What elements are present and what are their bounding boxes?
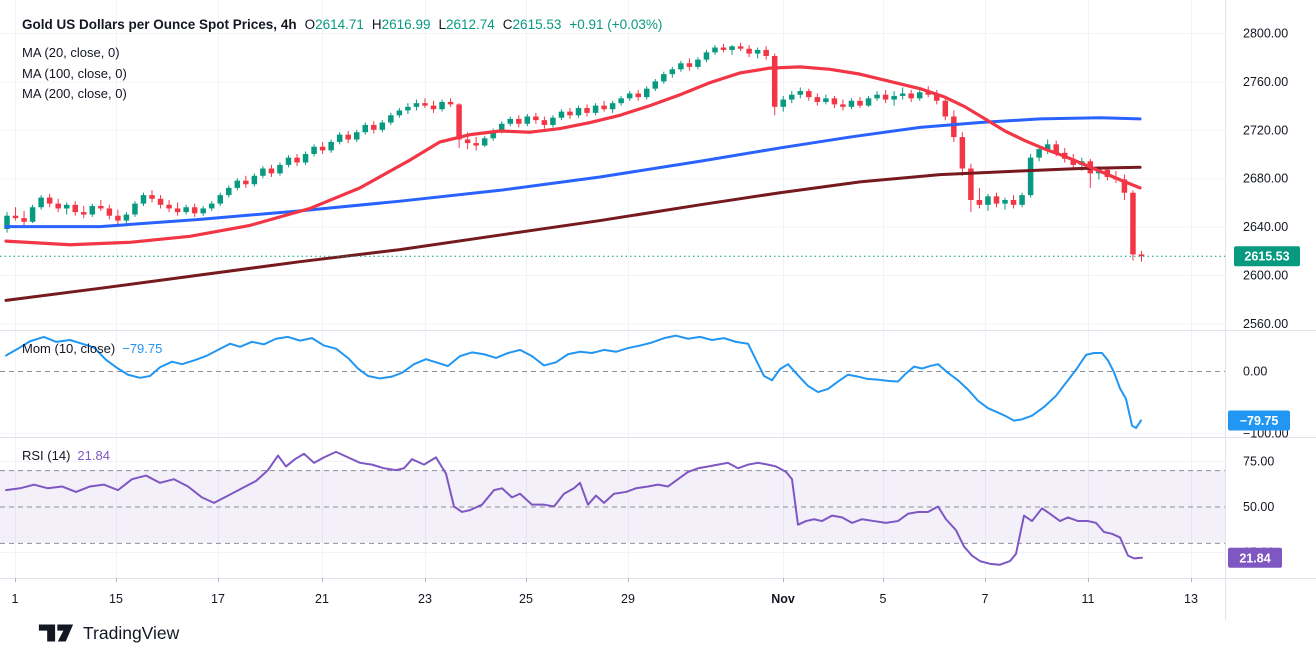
svg-text:15: 15 xyxy=(109,592,123,606)
svg-text:2615.53: 2615.53 xyxy=(1244,250,1289,264)
ohlc-high: H2616.99 xyxy=(371,17,431,32)
price-scale-labels[interactable]: 2800.00 2760.00 2720.00 2680.00 2640.00 2600.… xyxy=(1243,27,1289,560)
svg-text:21.84: 21.84 xyxy=(1239,551,1270,565)
tradingview-logo[interactable]: TradingView xyxy=(38,622,179,644)
symbol-title: Gold US Dollars per Ounce Spot Prices, 4… xyxy=(22,17,297,32)
svg-text:0.00: 0.00 xyxy=(1243,365,1267,379)
rsi-line xyxy=(5,450,1143,566)
ma-200-line xyxy=(4,165,1142,302)
svg-text:25: 25 xyxy=(519,592,533,606)
svg-text:17: 17 xyxy=(211,592,225,606)
price-badge: 2615.53 xyxy=(1234,246,1300,267)
svg-text:2760.00: 2760.00 xyxy=(1243,75,1288,89)
ohlc-open: O2614.71 xyxy=(304,17,364,32)
tradingview-logo-icon xyxy=(38,624,74,642)
time-ticks xyxy=(15,578,1192,582)
svg-text:2560.00: 2560.00 xyxy=(1243,317,1288,331)
svg-text:2680.00: 2680.00 xyxy=(1243,172,1288,186)
rsi-value: 21.84 xyxy=(77,448,110,463)
momentum-line xyxy=(5,334,1142,430)
candles-series xyxy=(4,42,1145,262)
ma-100-line xyxy=(4,116,1142,229)
svg-text:2600.00: 2600.00 xyxy=(1243,269,1288,283)
rsi-legend[interactable]: RSI (14) 21.84 xyxy=(22,448,110,463)
ma-20-line xyxy=(4,65,1142,247)
symbol-legend[interactable]: Gold US Dollars per Ounce Spot Prices, 4… xyxy=(22,15,662,35)
svg-text:−79.75: −79.75 xyxy=(1240,414,1279,428)
grid xyxy=(0,0,1225,578)
svg-text:5: 5 xyxy=(880,592,887,606)
rsi-label: RSI (14) xyxy=(22,448,71,463)
svg-text:21: 21 xyxy=(315,592,329,606)
svg-text:11: 11 xyxy=(1082,592,1095,606)
svg-text:23: 23 xyxy=(418,592,432,606)
svg-text:2720.00: 2720.00 xyxy=(1243,123,1288,137)
price-change: +0.91 (+0.03%) xyxy=(569,17,663,32)
dashed-levels xyxy=(0,371,1225,544)
momentum-badge: −79.75 xyxy=(1228,410,1290,431)
ohlc-low: L2612.74 xyxy=(438,17,495,32)
ohlc-close: C2615.53 xyxy=(502,17,562,32)
svg-text:29: 29 xyxy=(621,592,635,606)
ma-20-legend[interactable]: MA (20, close, 0) xyxy=(22,45,120,60)
svg-text:75.00: 75.00 xyxy=(1243,455,1274,469)
svg-text:2800.00: 2800.00 xyxy=(1243,27,1288,41)
main-chart-legend: Gold US Dollars per Ounce Spot Prices, 4… xyxy=(22,15,662,105)
momentum-value: −79.75 xyxy=(122,341,163,356)
svg-text:50.00: 50.00 xyxy=(1243,500,1274,514)
svg-text:1: 1 xyxy=(12,592,19,606)
ma-100-legend[interactable]: MA (100, close, 0) xyxy=(22,65,127,81)
chart-canvas[interactable]: 2800.00 2760.00 2720.00 2680.00 2640.00 2600.… xyxy=(0,0,1316,620)
svg-text:13: 13 xyxy=(1184,592,1198,606)
time-axis-labels[interactable]: 1 15 17 21 23 25 29 Nov 5 7 11 13 xyxy=(12,592,1198,606)
svg-text:7: 7 xyxy=(982,592,989,606)
panel-borders xyxy=(0,0,1316,620)
momentum-label: Mom (10, close) xyxy=(22,341,116,356)
momentum-legend[interactable]: Mom (10, close) −79.75 xyxy=(22,341,162,356)
ma-200-legend[interactable]: MA (200, close, 0) xyxy=(22,86,127,101)
tradingview-logo-text: TradingView xyxy=(83,622,180,643)
rsi-badge: 21.84 xyxy=(1228,547,1282,568)
svg-text:2640.00: 2640.00 xyxy=(1243,220,1288,234)
svg-text:Nov: Nov xyxy=(771,592,795,606)
